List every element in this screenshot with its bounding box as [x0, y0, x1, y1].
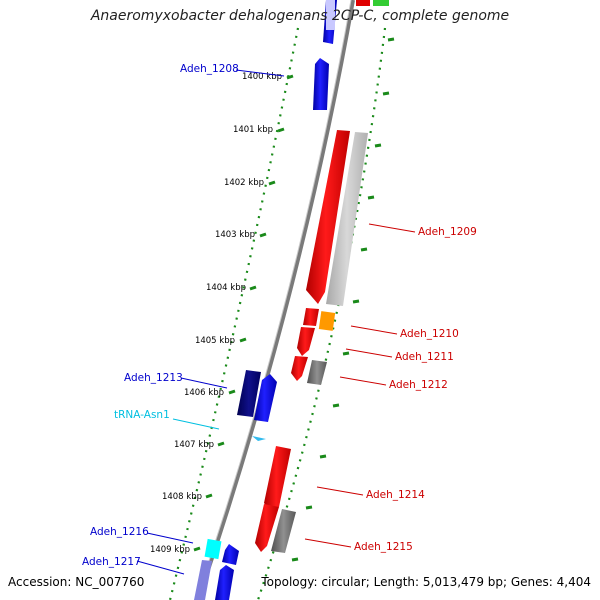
- scale-tick: [286, 74, 294, 80]
- outer-tick: [367, 195, 375, 200]
- gene-label-adeh-1213[interactable]: Adeh_1213: [124, 372, 183, 384]
- outer-tick: [387, 37, 395, 42]
- scale-ticks: [193, 74, 294, 552]
- gene-label-adeh-1209[interactable]: Adeh_1209: [418, 226, 477, 238]
- leader-adeh-1214: [316, 486, 364, 496]
- outer-tick: [352, 299, 360, 304]
- outer-tick: [342, 351, 350, 356]
- gene-label-adeh-1215[interactable]: Adeh_1215: [354, 541, 413, 553]
- gene-label-trna-asn1[interactable]: tRNA-Asn1: [114, 409, 170, 421]
- gene-label-adeh-1214[interactable]: Adeh_1214: [366, 489, 425, 501]
- leader-adeh-1211: [345, 348, 393, 358]
- gene-top-reverse-highlight: [326, 0, 335, 30]
- map-title: Anaeromyxobacter dehalogenans 2CP-C, com…: [90, 8, 510, 24]
- scale-tick: [249, 285, 257, 291]
- gene-adeh-1217-lavender: [194, 560, 212, 600]
- scale-label-1406: 1406 kbp: [184, 388, 224, 398]
- scale-tick: [259, 232, 267, 238]
- gene-arrow-adeh-1215: [255, 504, 279, 552]
- gene-adeh-1210-orange: [318, 311, 336, 331]
- scale-label-1408: 1408 kbp: [162, 492, 202, 502]
- scale-tick: [228, 389, 236, 395]
- outer-ring-ticks: [291, 37, 395, 562]
- leader-adeh-1215: [304, 538, 352, 548]
- leader-adeh-1210: [350, 325, 398, 335]
- trna-asn1-marker: [252, 436, 266, 441]
- outer-tick: [291, 557, 299, 562]
- gene-arrow-adeh-1211: [297, 327, 315, 356]
- gene-label-adeh-1212[interactable]: Adeh_1212: [389, 379, 448, 391]
- scale-label-1402: 1402 kbp: [224, 178, 264, 188]
- gene-arrow-adeh-1217: [215, 565, 234, 600]
- scale-tick: [193, 546, 201, 552]
- outer-tick: [360, 247, 368, 252]
- genome-backbone-highlight: [195, 0, 352, 600]
- gene-arrow-adeh-1208: [313, 58, 329, 110]
- scale-label-1404: 1404 kbp: [206, 283, 246, 293]
- gene-label-adeh-1216[interactable]: Adeh_1216: [90, 526, 149, 538]
- outer-tick: [305, 505, 313, 510]
- outer-tick: [374, 143, 382, 148]
- outer-tick: [382, 91, 390, 96]
- leader-adeh-1213: [180, 377, 228, 389]
- gene-arrow-adeh-1209: [306, 130, 350, 304]
- outer-tick: [332, 403, 340, 408]
- scale-tick: [239, 337, 247, 343]
- leader-adeh-1217: [136, 560, 185, 575]
- leader-adeh-1216: [146, 532, 194, 544]
- leader-adeh-1212: [339, 376, 387, 386]
- scale-tick: [205, 493, 213, 499]
- gene-adeh-1213-navy: [237, 370, 261, 417]
- gene-label-adeh-1208[interactable]: Adeh_1208: [180, 63, 239, 75]
- gene-arrow-adeh-1214: [264, 446, 291, 512]
- gene-arrow-adeh-1213: [254, 374, 277, 422]
- scale-label-1409: 1409 kbp: [150, 545, 190, 555]
- gene-arrow-adeh-1216: [222, 544, 239, 565]
- scale-tick: [268, 180, 276, 186]
- accession-text: Accession: NC_007760: [8, 575, 145, 589]
- scale-label-1407: 1407 kbp: [174, 440, 214, 450]
- genome-backbone: [196, 0, 355, 600]
- gene-top-green: [373, 0, 389, 6]
- gene-adeh-1215-grey: [271, 509, 296, 553]
- gene-adeh-1216-cyan: [204, 538, 222, 560]
- gene-adeh-1209-grey: [326, 132, 368, 306]
- gene-label-adeh-1211[interactable]: Adeh_1211: [395, 351, 454, 363]
- scale-tick: [217, 441, 225, 447]
- gene-labels: Adeh_1208 Adeh_1209 Adeh_1210 Adeh_1211 …: [82, 63, 477, 568]
- gene-label-adeh-1217[interactable]: Adeh_1217: [82, 556, 141, 568]
- reverse-ring-dots: [168, 27, 300, 600]
- gene-label-adeh-1210[interactable]: Adeh_1210: [400, 328, 459, 340]
- leader-lines: [136, 69, 416, 575]
- scale-tick: [277, 127, 285, 133]
- leader-adeh-1208: [235, 69, 285, 77]
- scale-labels: 1400 kbp 1401 kbp 1402 kbp 1403 kbp 1404…: [150, 72, 282, 555]
- gene-arrow-adeh-1212: [291, 356, 308, 381]
- gene-adeh-1212-grey: [307, 360, 327, 385]
- leader-trna-asn1: [172, 418, 220, 430]
- leader-adeh-1209: [368, 223, 416, 233]
- topology-text: Topology: circular; Length: 5,013,479 bp…: [261, 575, 591, 589]
- scale-label-1401: 1401 kbp: [233, 125, 273, 135]
- scale-label-1400: 1400 kbp: [242, 72, 282, 82]
- gene-arrow-adeh-1210: [303, 308, 319, 326]
- outer-tick: [319, 454, 327, 459]
- scale-label-1405: 1405 kbp: [195, 336, 235, 346]
- gene-top-red: [356, 0, 370, 6]
- scale-label-1403: 1403 kbp: [215, 230, 255, 240]
